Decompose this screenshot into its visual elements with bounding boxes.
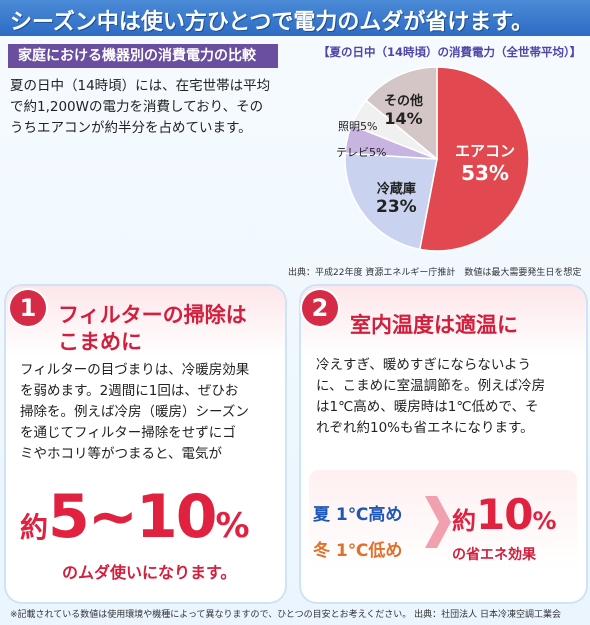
slice-name: その他 [384, 94, 424, 109]
panel2-caption: の省エネ効果 [452, 547, 536, 563]
footnote: ※記載されている数値は使用環境や機種によって異なりますので、ひとつの目安とお考え… [10, 610, 562, 620]
panel-fade [301, 286, 586, 356]
arrow-right-icon [425, 496, 451, 548]
pie-svg [344, 66, 530, 252]
panel1-title-line: こまめに [58, 330, 142, 354]
panel1-caption: のムダ使いになります。 [62, 563, 237, 582]
body-line: に、こまめに室温調節を。例えば冷房 [316, 378, 546, 394]
slice-name: エアコン [455, 142, 516, 160]
slice-label-light: 照明5% [338, 120, 378, 133]
slice-value: 53% [461, 161, 509, 185]
body-line: 冷えすぎ、暖めすぎにならないよう [316, 357, 532, 373]
slice-label-tv: テレビ5% [336, 146, 387, 159]
big-unit: % [215, 506, 250, 546]
pie-slice-0 [418, 66, 530, 252]
panel1-title-line: フィルターの掃除は [58, 303, 247, 327]
slice-label-fridge: 冷蔵庫 23% [376, 178, 417, 217]
chart-source: 出典：平成22年度 資源エネルギー庁推計 数値は最大需要発生日を想定 [288, 268, 582, 278]
intro-text: 夏の日中（14時頃）には、在宅世帯は平均 で約1,200Wの電力を消費しており、… [10, 76, 294, 139]
summer-setting: 夏 1℃高め [313, 505, 403, 525]
body-line: ミやホコリ等がつまると、電気が [20, 446, 222, 462]
intro-line: で約1,200Wの電力を消費しており、その [10, 99, 264, 115]
big-prefix: 約 [20, 511, 49, 544]
panel1-title: フィルターの掃除は こまめに [58, 302, 247, 356]
big-prefix: 約 [452, 507, 476, 535]
body-line: を通じてフィルター掃除をせずにゴ [20, 425, 236, 441]
panel2-body: 冷えすぎ、暖めすぎにならないよう に、こまめに室温調節を。例えば冷房 は1℃高め… [316, 355, 578, 439]
number-badge: 1 [10, 290, 46, 326]
panel2-big-figure: 約10% [452, 490, 557, 539]
body-line: 掃除を。例えば冷房（暖房）シーズン [20, 404, 249, 420]
section-label: 家庭における機器別の消費電力の比較 [8, 44, 278, 68]
pie-slice-1 [344, 152, 438, 251]
panel-filter-cleaning [6, 286, 285, 602]
panel1-big-figure: 約5~10% [20, 482, 250, 552]
big-unit: % [532, 507, 557, 535]
slice-label-other: その他 14% [384, 90, 423, 128]
pie-chart [342, 64, 532, 254]
body-line: は1℃高め、暖房時は1℃低めで、そ [316, 399, 539, 415]
header-banner: シーズン中は使い方ひとつで電力のムダが省けます。 [0, 0, 590, 36]
body-line: を弱めます。2週間に1回は、ぜひお [20, 383, 239, 399]
slice-value: 23% [376, 197, 417, 217]
intro-line: うちエアコンが約半分を占めています。 [10, 120, 252, 136]
slice-value: 14% [384, 109, 423, 128]
panel-fade [6, 286, 285, 356]
number-badge: 2 [302, 290, 338, 326]
winter-setting: 冬 1℃低め [313, 541, 403, 561]
big-value: 10 [476, 490, 533, 539]
body-line: フィルターの目づまりは、冷暖房効果 [20, 362, 250, 378]
panel2-title: 室内温度は適温に [350, 313, 518, 337]
intro-line: 夏の日中（14時頃）には、在宅世帯は平均 [10, 78, 271, 94]
banner-title: シーズン中は使い方ひとつで電力のムダが省けます。 [10, 10, 534, 35]
pie-slice-4 [365, 66, 438, 161]
panel-room-temperature [301, 286, 586, 602]
body-line: れぞれ約10%も省エネになります。 [316, 420, 534, 436]
big-value: 5~10 [48, 482, 218, 552]
chart-title: 【夏の日中（14時頃）の消費電力（全世帯平均）】 [318, 45, 582, 59]
slice-name: 冷蔵庫 [376, 182, 416, 197]
panel1-body: フィルターの目づまりは、冷暖房効果 を弱めます。2週間に1回は、ぜひお 掃除を。… [20, 360, 282, 465]
slice-label-aircon: エアコン 53% [455, 140, 515, 185]
